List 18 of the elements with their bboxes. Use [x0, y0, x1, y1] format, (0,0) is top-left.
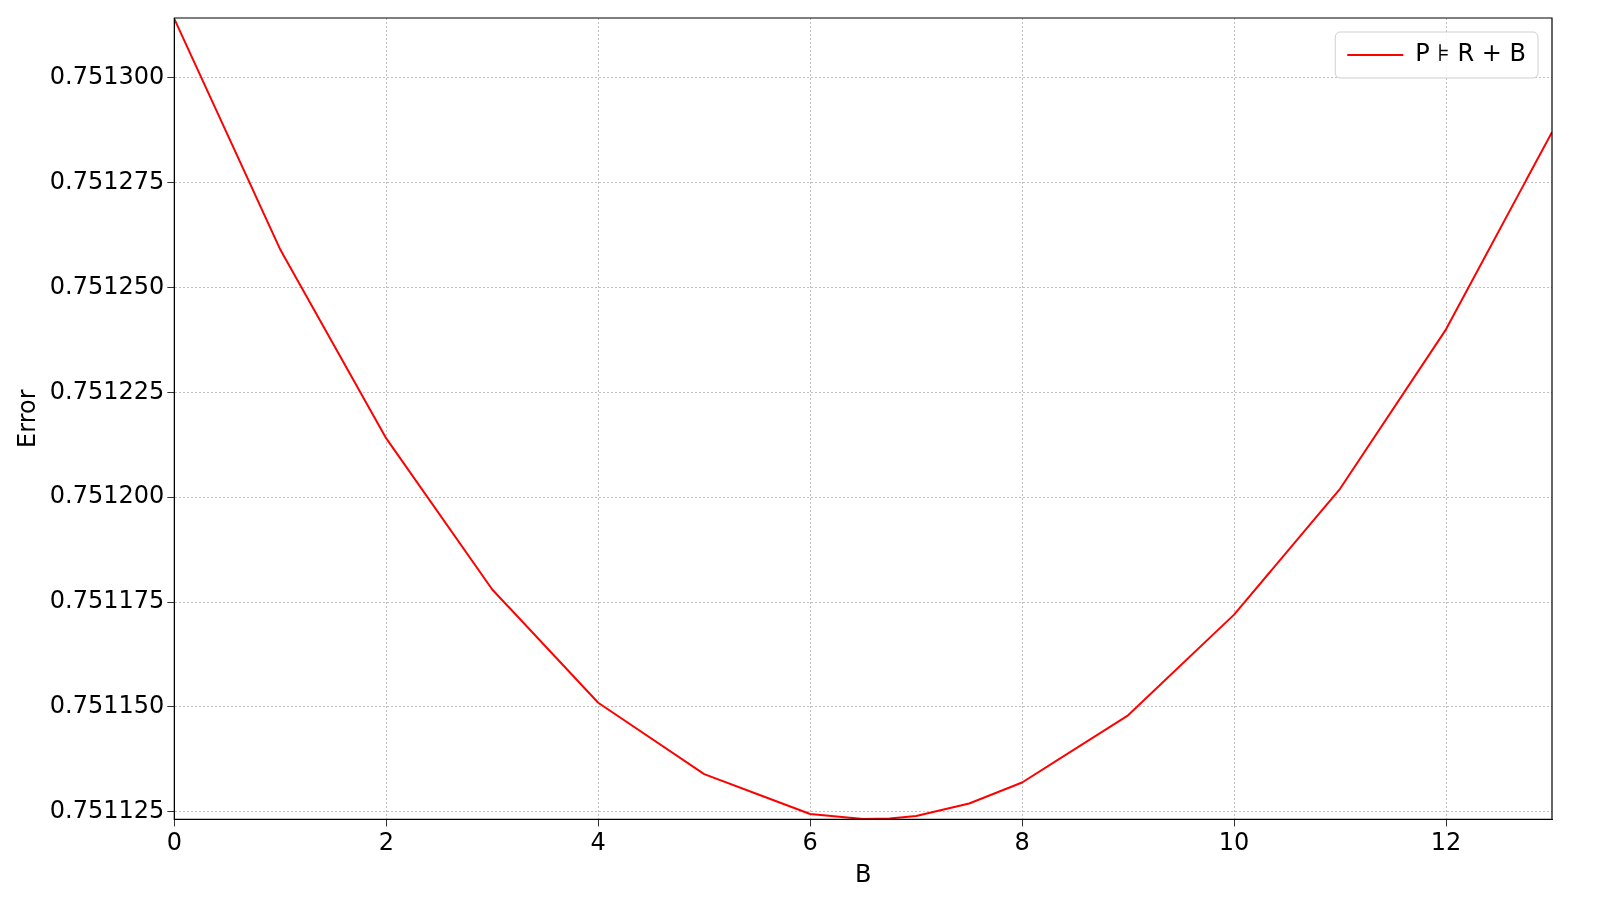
x-tick-label: 4: [590, 828, 606, 857]
y-axis-title: Error: [12, 389, 41, 448]
x-axis-title: B: [854, 859, 872, 888]
x-tick-label: 8: [1014, 828, 1030, 857]
x-tick-label: 10: [1218, 828, 1250, 857]
y-tick-label: 0.751250: [49, 271, 165, 300]
y-tick-label: 0.751200: [49, 481, 165, 510]
y-tick-label: 0.751150: [49, 691, 165, 720]
y-tick-label: 0.751225: [49, 376, 165, 405]
y-tick-label: 0.751125: [49, 796, 165, 825]
x-tick-label: 6: [802, 828, 818, 857]
y-tick-label: 0.751300: [49, 61, 165, 90]
x-tick-label: 12: [1430, 828, 1462, 857]
legend-label: P ⊧ R + B: [1415, 39, 1526, 68]
x-tick-label: 0: [166, 828, 182, 857]
y-tick-label: 0.751175: [49, 586, 165, 615]
x-tick-label: 2: [378, 828, 394, 857]
y-tick-label: 0.751275: [49, 166, 165, 195]
